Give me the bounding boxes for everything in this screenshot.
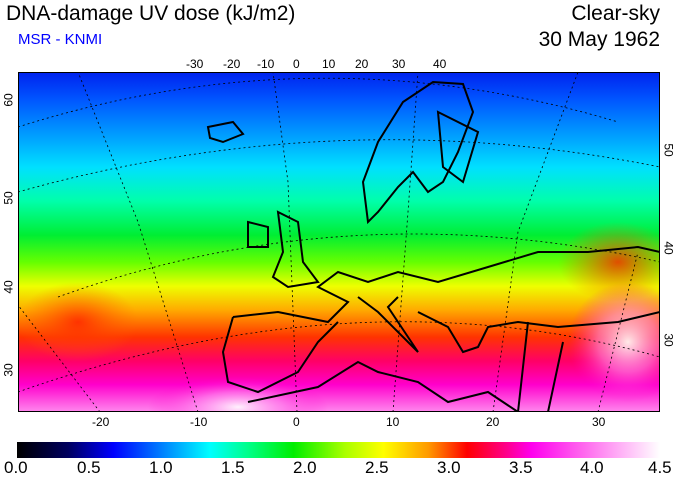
warm-anatolia (558, 222, 660, 302)
coastlines (206, 80, 660, 412)
map-title: DNA-damage UV dose (kJ/m2) (6, 2, 296, 25)
left-lat-label: 50 (1, 191, 16, 205)
top-lon-label: 10 (322, 57, 336, 71)
colorbar (17, 442, 660, 458)
top-lon-label: -10 (257, 57, 275, 71)
colorbar-label: 3.5 (509, 458, 533, 477)
colorbar-label: 2.0 (293, 458, 317, 477)
graticule (18, 72, 660, 412)
bottom-lon-label: 0 (293, 415, 300, 429)
uv-dose-map (18, 72, 660, 412)
bottom-lon-label: -20 (92, 415, 110, 429)
hotspot-south (148, 377, 328, 412)
right-lat-label: 30 (661, 333, 676, 347)
top-lon-label: -30 (186, 57, 204, 71)
colorbar-label: 4.5 (648, 458, 672, 477)
left-lat-label: 30 (1, 363, 16, 377)
bottom-lon-label: 30 (592, 415, 606, 429)
bottom-lon-label: -10 (190, 415, 208, 429)
right-lat-label: 50 (661, 143, 676, 157)
top-lon-label: 20 (355, 57, 369, 71)
top-lon-label: 30 (392, 57, 406, 71)
colorbar-label: 0.5 (77, 458, 101, 477)
left-lat-label: 40 (1, 280, 16, 294)
top-lon-label: 40 (433, 57, 447, 71)
colorbar-label: 4.0 (580, 458, 604, 477)
top-lon-label: 0 (293, 57, 300, 71)
right-lat-label: 40 (661, 241, 676, 255)
colorbar-label: 1.0 (149, 458, 173, 477)
map-date: 30 May 1962 (538, 28, 660, 51)
warm-atlantic (18, 282, 138, 362)
left-lat-label: 60 (1, 93, 16, 107)
map-overlay (18, 72, 660, 412)
bottom-lon-label: 10 (386, 415, 400, 429)
colorbar-label: 3.0 (437, 458, 461, 477)
sky-condition: Clear-sky (571, 2, 660, 25)
colorbar-label: 1.5 (221, 458, 245, 477)
colorbar-label: 2.5 (365, 458, 389, 477)
colorbar-label: 0.0 (4, 458, 28, 477)
top-lon-label: -20 (223, 57, 241, 71)
hotspot-east (568, 282, 660, 402)
source-label: MSR - KNMI (18, 31, 103, 48)
bottom-lon-label: 20 (486, 415, 500, 429)
